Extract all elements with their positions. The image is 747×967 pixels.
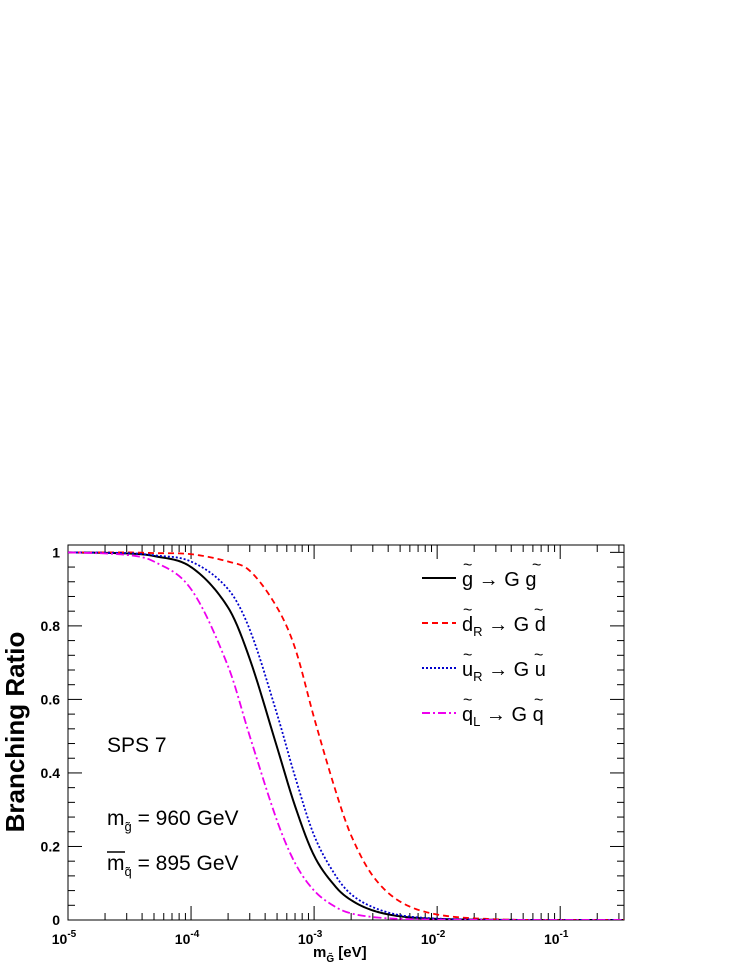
- squark-mass-label: mq̃ = 895 GeV: [107, 852, 239, 879]
- legend-entry-4: qL → G q: [462, 704, 544, 729]
- legend-tilde-mark: ~: [463, 557, 472, 574]
- series-group: [68, 551, 624, 920]
- legend-tilde-mark: ~: [532, 557, 541, 574]
- x-axis: 10-5 10-4 10-3 10-2 10-1: [52, 545, 620, 947]
- x-tick-label: 10-2: [421, 929, 446, 947]
- legend-tilde-mark: ~: [463, 692, 472, 709]
- legend-tilde-mark: ~: [463, 647, 472, 664]
- scenario-label: SPS 7: [107, 734, 167, 757]
- legend-tilde-mark: ~: [463, 602, 472, 619]
- plot-frame: [67, 544, 625, 921]
- series-line-3: [68, 551, 624, 920]
- y-tick-label: 0.6: [41, 691, 61, 707]
- y-tick-label: 0.2: [41, 838, 61, 854]
- legend-entry-1: g → G g: [462, 569, 537, 591]
- y-axis-label: Branching Ratio: [0, 632, 30, 833]
- x-tick-label: 10-4: [175, 929, 200, 947]
- series-line-4: [68, 551, 624, 920]
- x-axis-label: mG̃ [eV]: [313, 944, 367, 965]
- x-tick-label: 10-1: [544, 929, 569, 947]
- legend-tilde-mark: ~: [534, 647, 543, 664]
- y-tick-label: 1: [52, 544, 60, 560]
- gluino-mass-label: mg̃ = 960 GeV: [107, 807, 239, 834]
- x-tick-label: 10-3: [298, 929, 323, 947]
- annotations: SPS 7 mg̃ = 960 GeV mq̃ = 895 GeV: [107, 734, 239, 879]
- x-tick-label: 10-5: [52, 929, 77, 947]
- series-line-1: [68, 551, 624, 920]
- legend: g → G g~ ~dR → G d~ ~uR → G u~ ~qL → G q~ ~: [422, 557, 546, 729]
- y-tick-label: 0: [52, 912, 60, 928]
- legend-tilde-mark: ~: [534, 602, 543, 619]
- x-axis-label-text: mG̃ [eV]: [313, 944, 367, 965]
- y-tick-label: 0.8: [41, 618, 61, 634]
- legend-tilde-mark: ~: [534, 692, 543, 709]
- legend-entry-3: uR → G u: [462, 659, 546, 684]
- y-tick-label: 0.4: [41, 765, 61, 781]
- legend-entry-2: dR → G d: [462, 614, 546, 639]
- y-axis: 0 0.2 0.4 0.6 0.8 1: [41, 544, 624, 928]
- series-line-2: [68, 551, 624, 920]
